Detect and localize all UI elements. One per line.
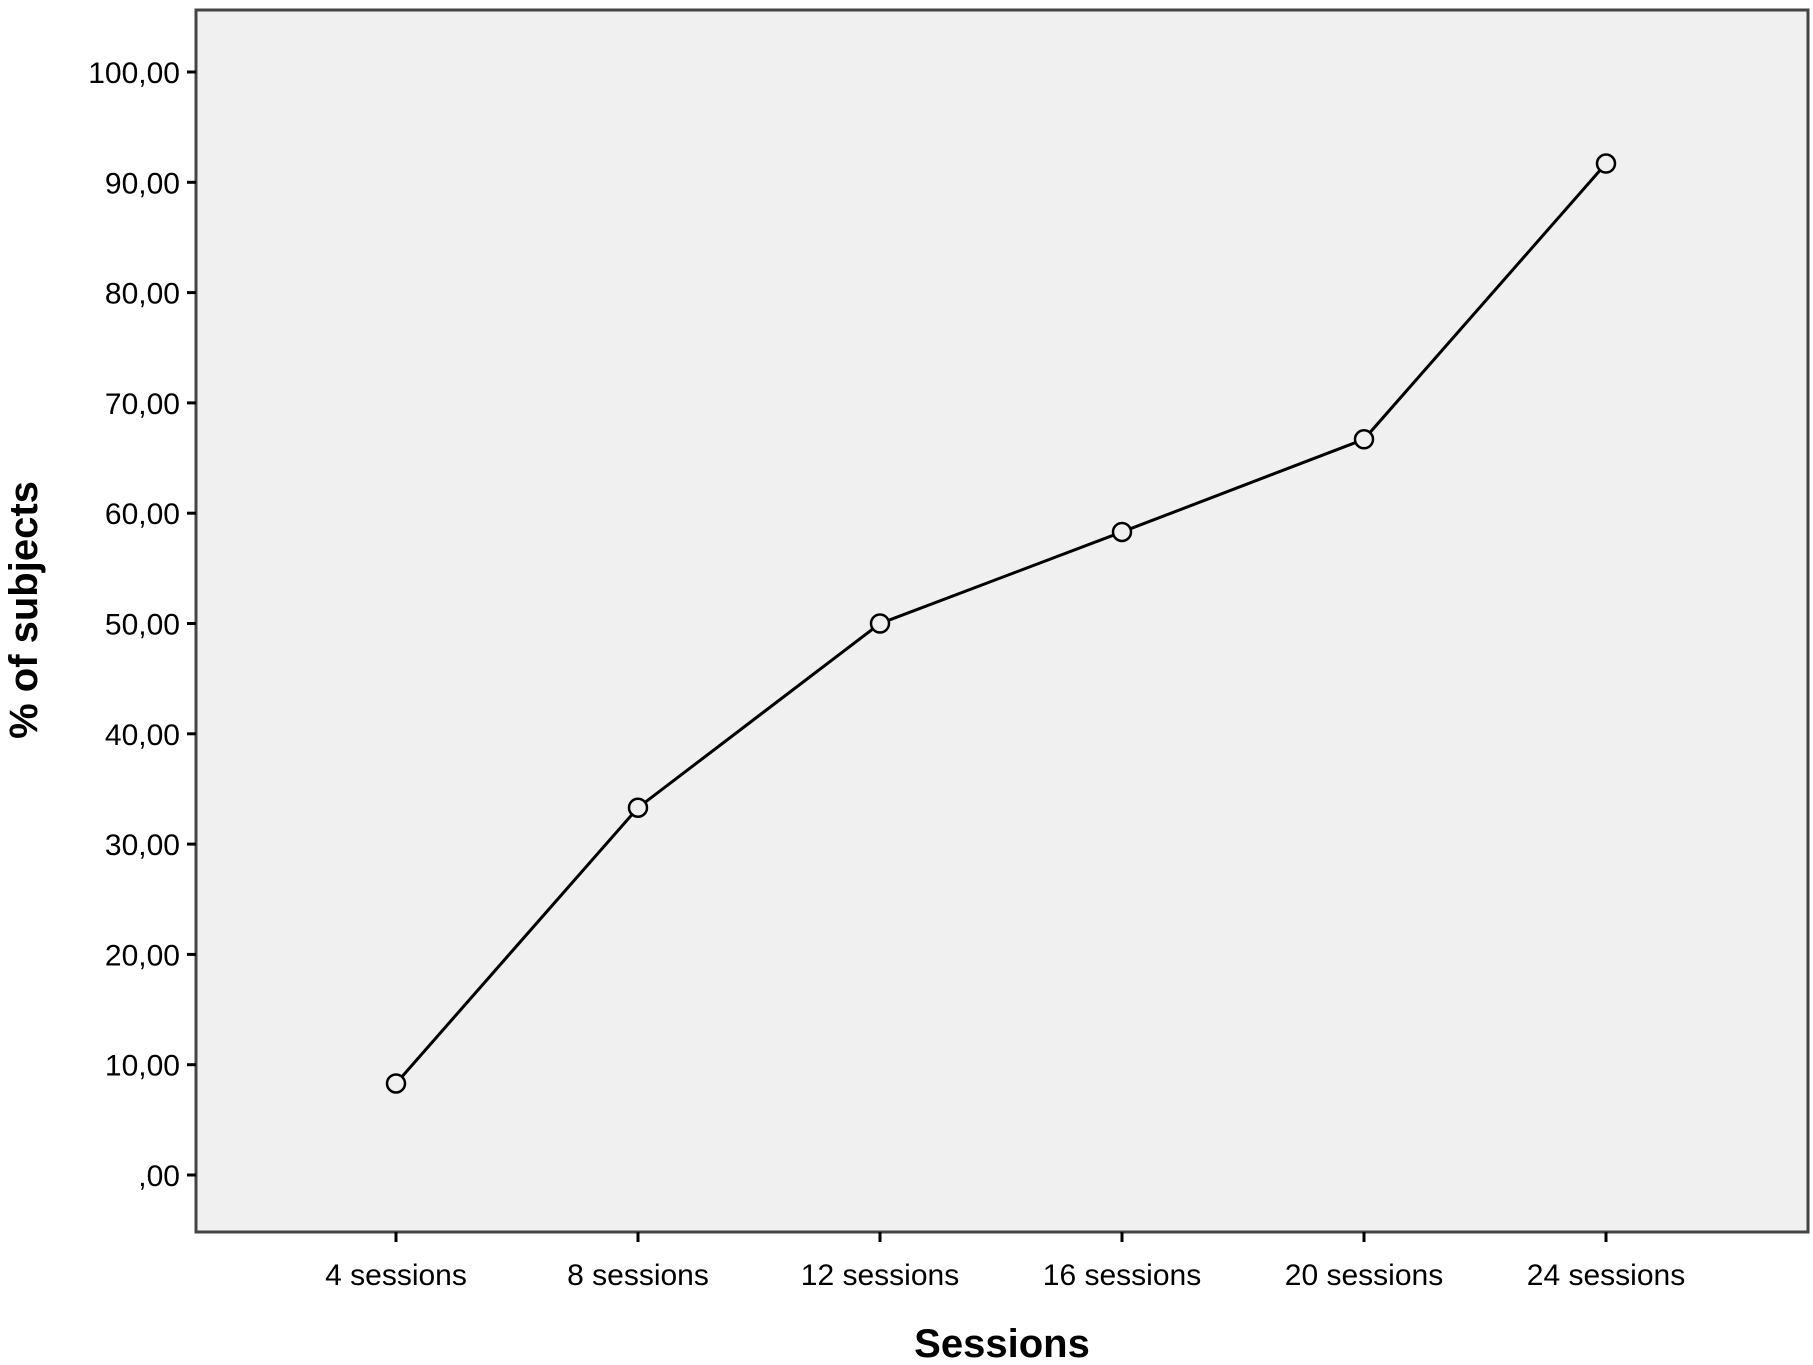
x-tick-label: 16 sessions (1043, 1259, 1201, 1292)
x-axis: 4 sessions 8 sessions 12 sessions 16 sessio… (325, 1232, 1685, 1292)
data-points (385, 153, 1617, 1094)
y-tick-label: 100,00 (88, 57, 180, 90)
y-tick-label: 70,00 (105, 388, 180, 421)
data-point (1111, 521, 1133, 543)
series-line (394, 162, 1608, 1085)
data-point (869, 613, 891, 634)
y-tick-label: 40,00 (105, 719, 180, 752)
x-tick-label: 4 sessions (325, 1259, 467, 1292)
x-tick-label: 8 sessions (567, 1259, 709, 1292)
plot-area (194, 8, 1810, 1234)
y-tick-label: 20,00 (105, 939, 180, 972)
y-axis: ,00 10,00 20,00 30,00 40,00 50,00 60,00 70,00 80… (88, 57, 196, 1193)
y-tick-label: 80,00 (105, 278, 180, 311)
x-axis-title: Sessions (914, 1322, 1090, 1365)
y-tick-label: 30,00 (105, 829, 180, 862)
data-point (1353, 429, 1375, 450)
data-point (627, 797, 649, 818)
y-tick-label: 90,00 (105, 167, 180, 200)
data-point (1595, 153, 1617, 174)
y-tick-label: 10,00 (105, 1050, 180, 1083)
y-axis-title: % of subjects (2, 481, 46, 739)
x-tick-label: 24 sessions (1527, 1259, 1685, 1292)
data-point (385, 1073, 407, 1094)
y-tick-label: ,00 (138, 1160, 180, 1193)
x-tick-label: 12 sessions (801, 1259, 959, 1292)
y-tick-label: 60,00 (105, 498, 180, 531)
x-tick-label: 20 sessions (1285, 1259, 1443, 1292)
y-tick-label: 50,00 (105, 609, 180, 642)
